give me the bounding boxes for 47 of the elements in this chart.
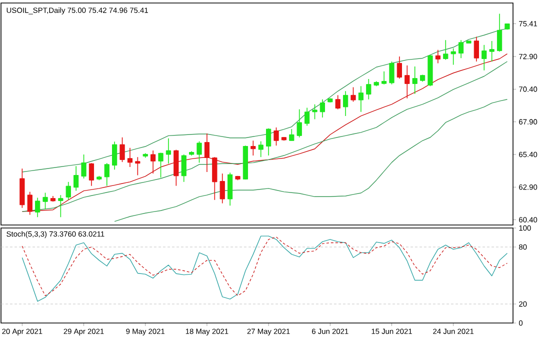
candlestick <box>112 141 118 170</box>
candlestick <box>342 90 348 116</box>
candlestick <box>435 49 440 64</box>
candlestick <box>104 162 110 186</box>
candlestick <box>474 36 479 62</box>
candlestick <box>204 133 210 172</box>
candlestick <box>58 194 64 218</box>
candlestick <box>196 140 202 164</box>
candlestick <box>358 86 364 112</box>
candlestick <box>482 44 487 71</box>
candlestick <box>166 138 172 164</box>
candlestick <box>458 40 464 59</box>
candlestick <box>489 40 494 62</box>
candlestick <box>312 104 318 120</box>
candlestick <box>88 162 94 186</box>
candlestick <box>396 56 402 80</box>
candlestick <box>289 128 294 142</box>
candlestick <box>250 140 256 156</box>
candlestick <box>127 147 133 168</box>
candlestick <box>274 127 279 146</box>
candlestick <box>381 71 387 85</box>
candlestick <box>74 166 79 192</box>
candlestick <box>350 86 356 102</box>
candlestick <box>181 154 186 182</box>
candlestick <box>266 128 272 156</box>
candlestick <box>335 94 340 110</box>
candlestick <box>158 152 164 178</box>
candlestick <box>366 78 372 100</box>
candlestick <box>412 66 418 94</box>
candlestick <box>304 107 310 126</box>
candlestick <box>66 182 71 200</box>
candlestick <box>389 61 394 85</box>
candlestick <box>120 136 125 162</box>
candlestick <box>81 154 86 179</box>
candlestick <box>320 98 326 118</box>
candlestick <box>404 65 410 99</box>
candlestick <box>258 140 264 158</box>
candlestick <box>496 13 502 52</box>
candlestick <box>443 40 448 60</box>
candlestick <box>220 173 225 204</box>
candlestick <box>27 191 32 216</box>
candlestick <box>150 150 156 174</box>
candlestick <box>296 108 302 138</box>
candlestick <box>135 156 140 176</box>
candlestick <box>42 192 48 210</box>
candlestick <box>35 197 40 218</box>
candlestick <box>450 48 456 66</box>
